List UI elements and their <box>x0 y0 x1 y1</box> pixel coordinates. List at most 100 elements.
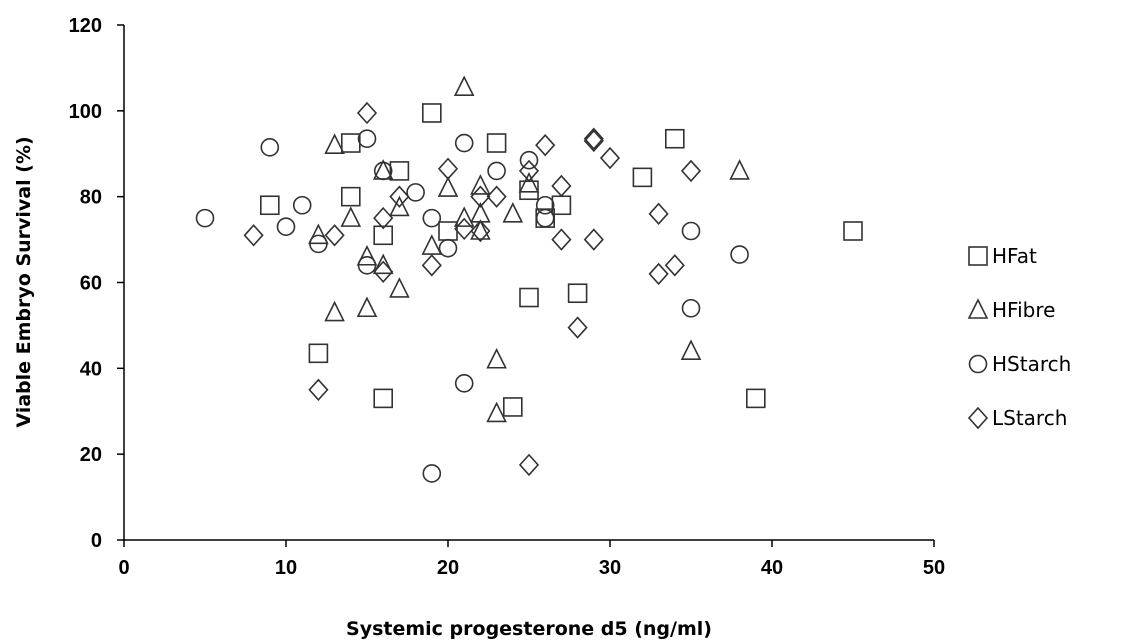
legend: HFat HFibre HStarch LStarch <box>967 244 1071 430</box>
point-hfibre <box>356 244 378 266</box>
point-hfibre <box>324 133 345 154</box>
x-axis-ticks: 0 10 20 30 40 50 <box>118 540 945 579</box>
point-hstarch <box>487 161 506 181</box>
point-lstarch <box>486 185 507 208</box>
legend-label-hstarch: HStarch <box>992 352 1071 376</box>
point-hfat <box>519 287 539 308</box>
point-hstarch <box>276 217 296 237</box>
x-axis-title: Systemic progesterone d5 (ng/ml) <box>346 618 712 640</box>
point-hfibre <box>502 202 524 223</box>
point-hfat <box>632 167 653 188</box>
x-tick-label: 0 <box>118 557 129 579</box>
point-hstarch <box>438 238 458 258</box>
legend-marker-hfat <box>968 246 988 266</box>
y-axis-ticks: 0 20 40 60 80 100 120 <box>69 15 124 552</box>
point-hfibre <box>356 296 378 318</box>
point-hstarch <box>260 138 280 157</box>
point-lstarch <box>389 185 410 208</box>
x-tick-label: 30 <box>599 557 621 579</box>
point-hfibre <box>421 234 443 255</box>
y-tick-label: 0 <box>91 530 102 552</box>
point-lstarch <box>356 101 378 125</box>
legend-label-hfibre: HFibre <box>992 298 1055 322</box>
point-lstarch <box>680 159 702 183</box>
data-points <box>195 75 863 483</box>
point-hfat <box>389 161 410 181</box>
point-hfibre <box>340 206 362 227</box>
x-tick-label: 50 <box>923 557 945 579</box>
legend-label-hfat: HFat <box>992 244 1037 268</box>
point-hstarch <box>195 208 215 228</box>
legend-marker-hstarch <box>968 354 988 374</box>
point-hstarch <box>357 129 377 149</box>
point-lstarch <box>567 316 588 339</box>
point-hfibre <box>470 174 491 195</box>
point-lstarch <box>583 228 604 251</box>
point-hfibre <box>518 172 540 193</box>
y-tick-label: 40 <box>80 358 102 380</box>
point-hfibre <box>470 219 491 240</box>
point-lstarch <box>454 217 475 241</box>
point-hfibre <box>389 195 410 217</box>
point-hfibre <box>437 176 459 197</box>
point-hfat <box>502 397 523 417</box>
y-tick-label: 20 <box>80 444 102 466</box>
y-tick-label: 120 <box>69 15 102 37</box>
point-hstarch <box>406 183 425 202</box>
point-lstarch <box>648 262 669 286</box>
point-hfat <box>308 343 329 364</box>
point-hfibre <box>486 347 507 369</box>
legend-marker-hfibre <box>967 298 989 319</box>
x-tick-label: 40 <box>761 557 783 579</box>
point-lstarch <box>470 219 491 243</box>
point-hstarch <box>422 464 442 483</box>
point-lstarch <box>535 133 556 157</box>
point-hfibre <box>389 277 410 298</box>
point-hfibre <box>486 401 507 423</box>
point-hfat <box>567 283 588 304</box>
point-hstarch <box>454 374 474 393</box>
y-tick-label: 60 <box>80 273 102 295</box>
point-hfibre <box>308 223 329 245</box>
point-hfat <box>340 133 361 153</box>
point-lstarch <box>373 206 394 230</box>
point-lstarch <box>599 146 621 170</box>
y-tick-label: 100 <box>69 101 102 123</box>
point-hstarch <box>454 133 474 153</box>
point-hfat <box>421 103 442 123</box>
point-lstarch <box>421 254 442 277</box>
point-hfat <box>519 180 539 201</box>
point-lstarch <box>551 228 572 251</box>
point-lstarch <box>551 174 572 198</box>
point-hstarch <box>357 256 377 275</box>
point-hfat <box>438 221 458 241</box>
point-lstarch <box>373 260 394 283</box>
point-hfat <box>340 186 361 207</box>
point-hstarch <box>309 234 328 254</box>
point-hfibre <box>729 159 750 180</box>
point-lstarch <box>518 159 540 183</box>
y-axis-title: Viable Embryo Survival (%) <box>13 136 35 427</box>
point-hstarch <box>681 221 701 241</box>
point-hfat <box>486 133 507 153</box>
point-hstarch <box>292 195 312 215</box>
point-hfat <box>843 221 863 241</box>
point-hfat <box>664 128 685 149</box>
point-hfat <box>373 388 394 409</box>
point-hfat <box>373 225 394 246</box>
point-hstarch <box>681 298 701 318</box>
point-hfibre <box>453 206 475 227</box>
point-lstarch <box>470 185 491 208</box>
x-tick-label: 20 <box>437 557 459 579</box>
x-tick-label: 10 <box>275 557 297 579</box>
point-lstarch <box>324 224 345 247</box>
point-lstarch <box>648 202 669 226</box>
point-hstarch <box>422 208 442 228</box>
point-lstarch <box>518 453 540 477</box>
point-hstarch <box>535 195 555 215</box>
point-hfat <box>551 195 572 216</box>
plot-area: 0 20 40 60 80 100 120 0 10 20 30 40 50 <box>69 15 946 579</box>
point-hstarch <box>535 208 555 228</box>
legend-marker-lstarch <box>967 406 989 430</box>
